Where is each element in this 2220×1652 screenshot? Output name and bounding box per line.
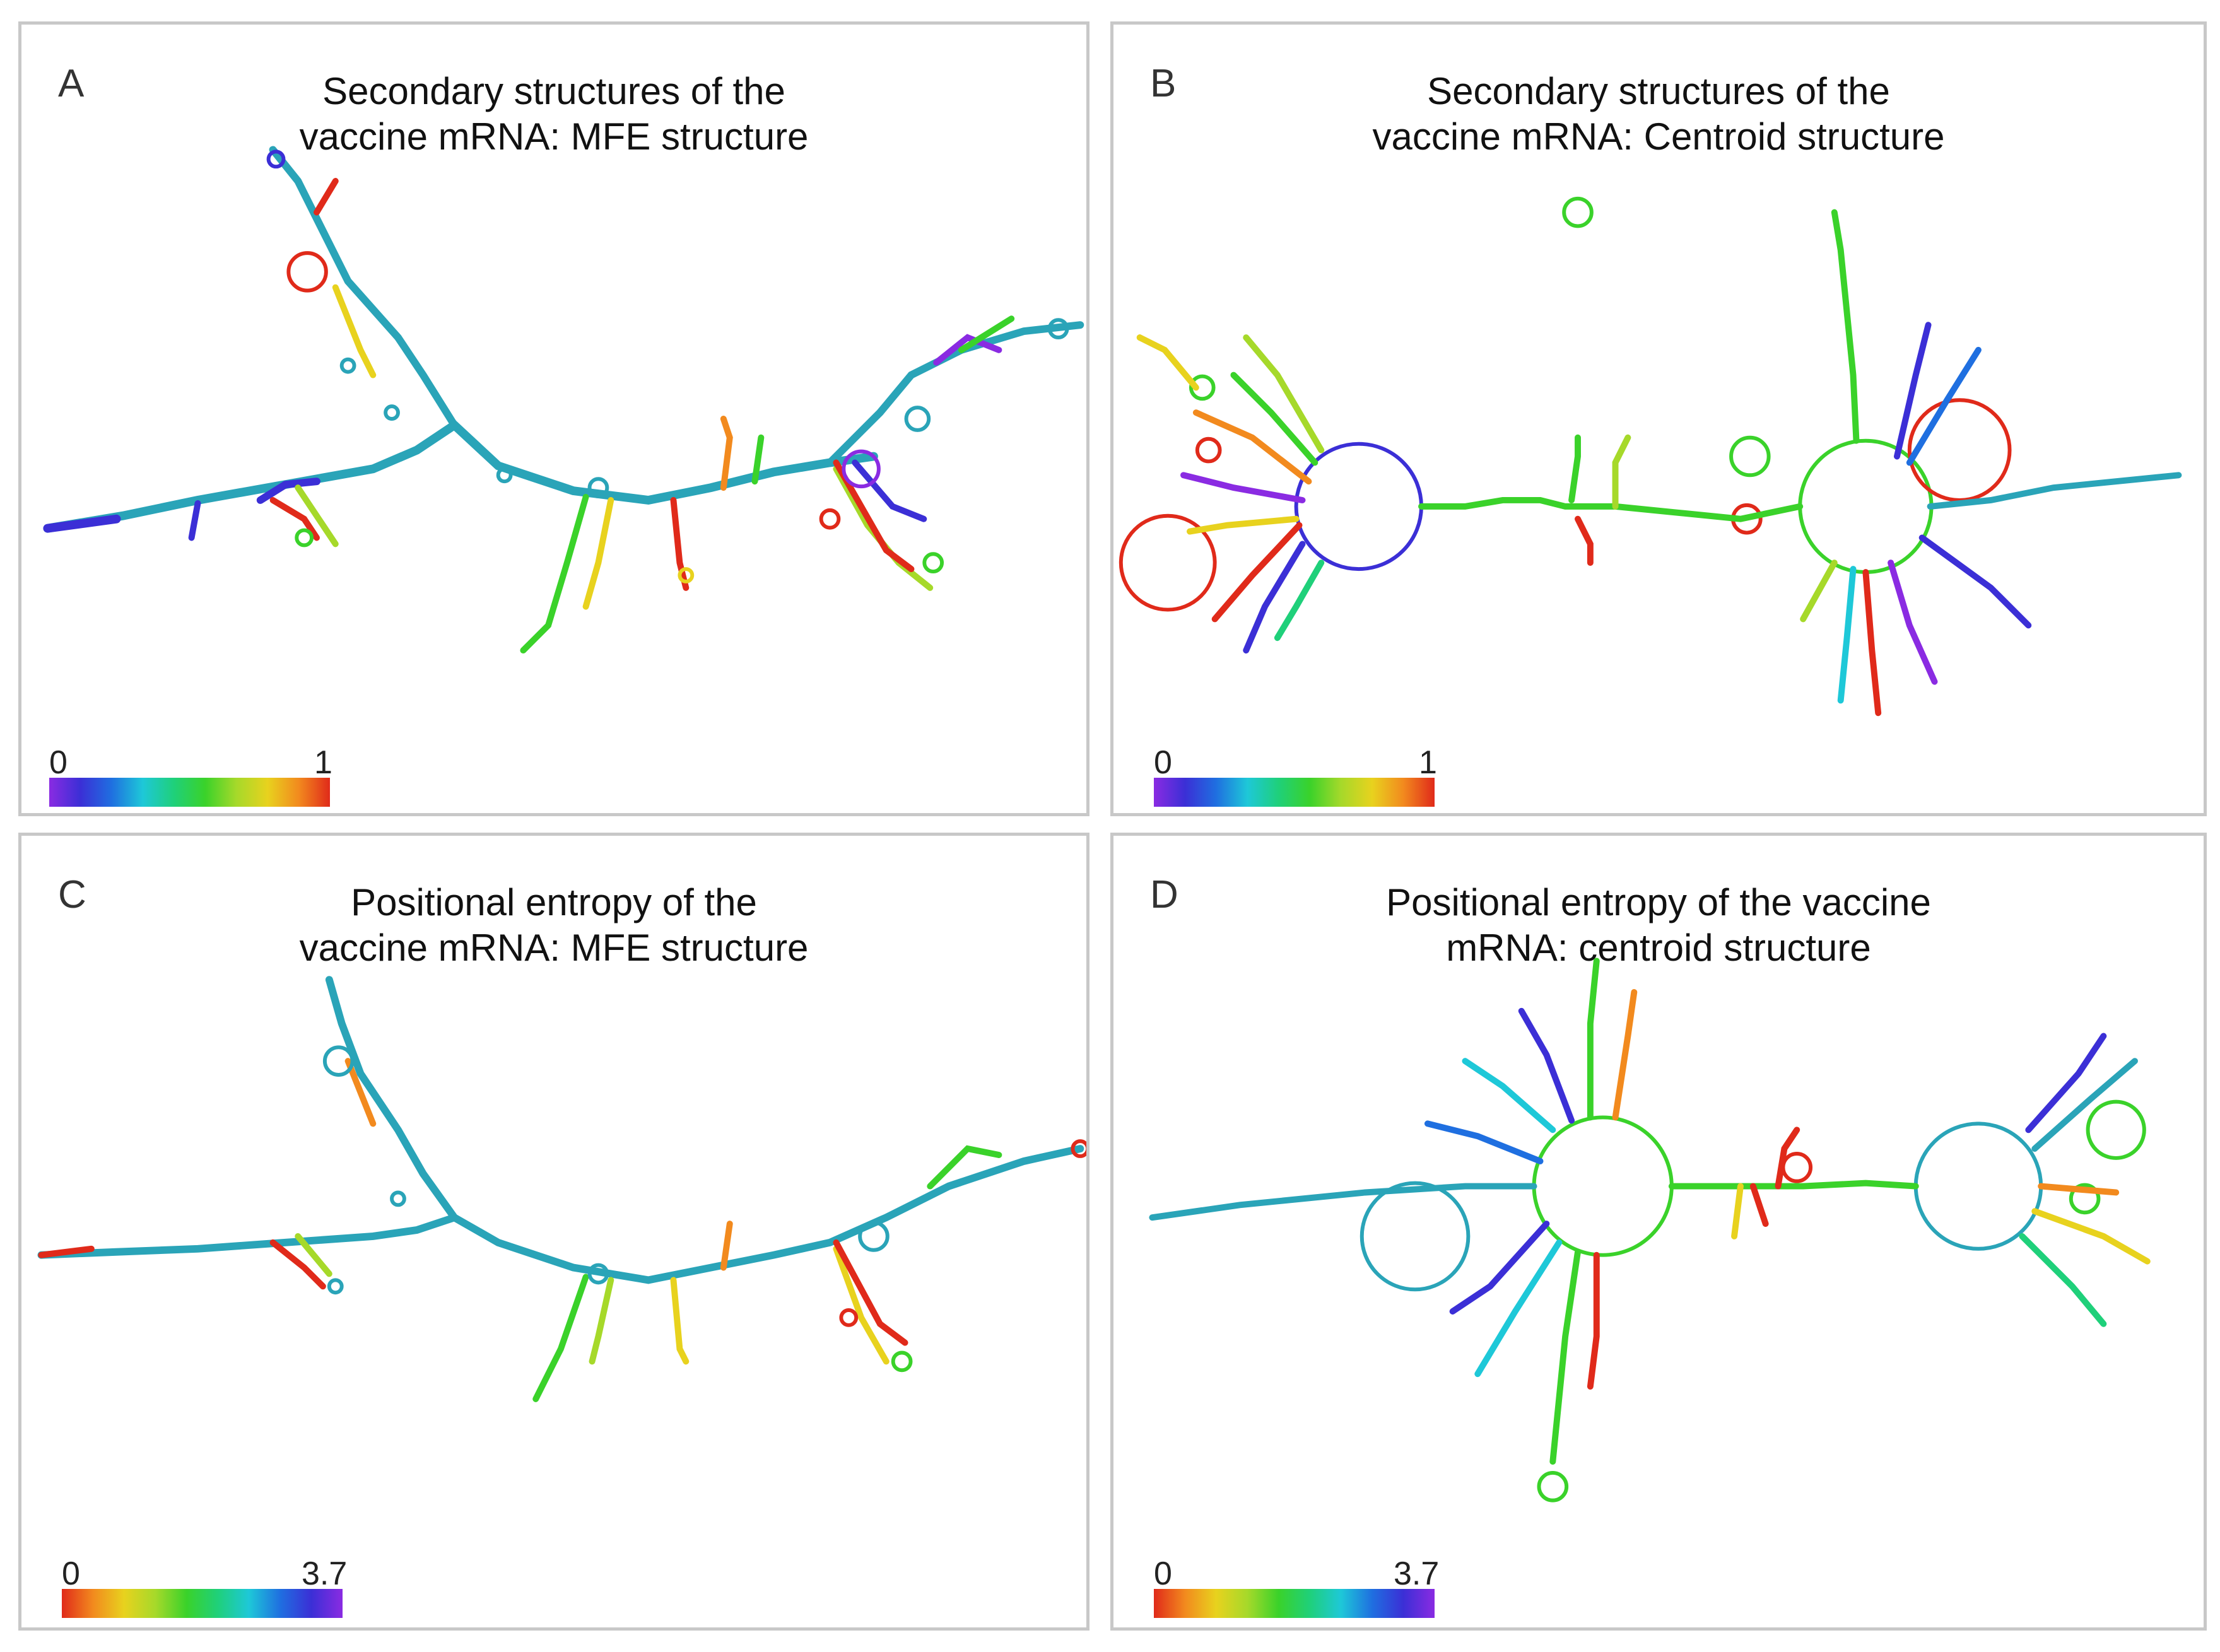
scale-min-label: 0	[1154, 1555, 1172, 1592]
panel-letter: C	[58, 873, 86, 917]
panel-title: Positional entropy of the vaccine mRNA: …	[299, 881, 809, 969]
entropy-structure-mfe	[37, 976, 1086, 1402]
scale-bar	[1154, 778, 1435, 807]
panel-b: B Secondary structures of the vaccine mR…	[1110, 21, 2207, 816]
scale-bar	[49, 778, 330, 807]
entropy-structure-centroid	[1149, 958, 2151, 1503]
color-scale: 0 1	[49, 744, 332, 807]
scale-max-label: 1	[1419, 744, 1437, 781]
scale-min-label: 0	[1154, 744, 1172, 781]
scale-max-label: 1	[314, 744, 332, 781]
panel-title: Secondary structures of the vaccine mRNA…	[1372, 70, 1945, 158]
scale-max-label: 3.7	[1394, 1555, 1440, 1592]
panel-letter: A	[58, 62, 85, 105]
scale-min-label: 0	[62, 1555, 80, 1592]
scale-min-label: 0	[49, 744, 68, 781]
color-scale: 0 1	[1154, 744, 1437, 807]
panel-a: A Secondary structures of the vaccine mR…	[18, 21, 1089, 816]
scale-bar	[62, 1589, 343, 1618]
scale-max-label: 3.7	[302, 1555, 348, 1592]
rna-structure-mfe	[43, 146, 1084, 654]
panel-c: C Positional entropy of the vaccine mRNA…	[18, 833, 1089, 1631]
panel-d: D Positional entropy of the vaccine mRNA…	[1110, 833, 2207, 1631]
panel-title: Positional entropy of the vaccine mRNA: …	[1386, 881, 1931, 969]
panel-title: Secondary structures of the vaccine mRNA…	[299, 70, 809, 158]
panel-letter: B	[1150, 62, 1177, 105]
color-scale: 0 3.7	[62, 1555, 347, 1618]
color-scale: 0 3.7	[1154, 1555, 1439, 1618]
panel-letter: D	[1150, 873, 1178, 917]
scale-bar	[1154, 1589, 1435, 1618]
rna-structure-centroid	[1119, 196, 2182, 717]
